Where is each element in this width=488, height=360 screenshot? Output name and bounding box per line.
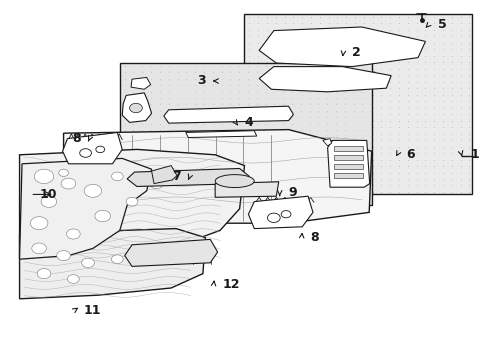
Text: 1: 1 [469,148,478,161]
Circle shape [61,178,76,189]
Text: 5: 5 [437,18,446,31]
Circle shape [34,169,54,184]
Text: 10: 10 [39,188,57,201]
Circle shape [180,172,191,181]
Circle shape [66,229,80,239]
Circle shape [281,211,290,218]
Polygon shape [127,168,249,186]
Circle shape [37,269,51,279]
Polygon shape [333,173,362,178]
Polygon shape [333,164,362,169]
Polygon shape [333,155,362,160]
Circle shape [30,217,48,230]
Circle shape [267,213,280,222]
Polygon shape [131,77,150,89]
Polygon shape [20,158,151,259]
Circle shape [96,146,104,153]
Polygon shape [215,182,278,197]
Text: 6: 6 [405,148,414,161]
Text: 2: 2 [351,46,360,59]
Circle shape [129,103,142,113]
Polygon shape [322,139,331,146]
Text: 4: 4 [244,116,253,129]
Circle shape [80,149,91,157]
Polygon shape [151,166,177,184]
Polygon shape [185,131,256,138]
Polygon shape [120,63,371,205]
Text: 9: 9 [288,186,297,199]
Circle shape [32,243,46,254]
Polygon shape [244,14,471,194]
Polygon shape [62,132,122,164]
Circle shape [67,275,79,283]
Polygon shape [333,146,362,151]
Circle shape [95,210,110,222]
Circle shape [111,172,123,181]
Circle shape [126,197,138,206]
Circle shape [81,258,94,267]
Polygon shape [215,175,254,188]
Circle shape [149,179,163,189]
Circle shape [111,255,123,264]
Text: 11: 11 [83,304,101,317]
Circle shape [59,169,68,176]
Polygon shape [259,27,425,67]
Text: 3: 3 [196,75,205,87]
Polygon shape [63,130,371,223]
Polygon shape [20,149,244,259]
Text: 7: 7 [172,170,181,183]
Circle shape [41,196,57,207]
Polygon shape [259,67,390,92]
Polygon shape [20,229,205,299]
Polygon shape [248,196,312,229]
Polygon shape [124,239,217,266]
Polygon shape [122,93,151,122]
Text: 12: 12 [222,278,240,291]
Circle shape [84,184,102,197]
Polygon shape [163,106,293,123]
Text: 8: 8 [310,231,319,244]
Text: 8: 8 [72,132,81,145]
Polygon shape [327,140,369,187]
Circle shape [57,251,70,261]
